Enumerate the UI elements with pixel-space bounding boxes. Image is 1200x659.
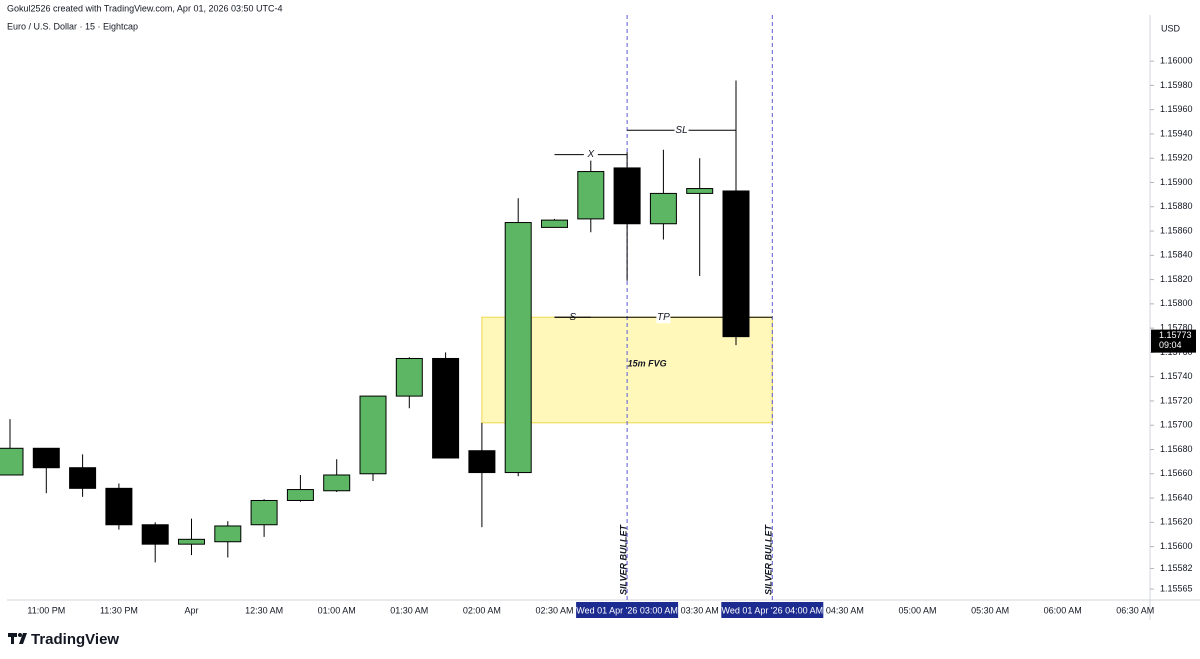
candle-body [250, 499, 278, 526]
x-tick-label: 11:00 PM [27, 605, 65, 615]
candle-body [69, 467, 97, 489]
candle-body [577, 171, 605, 220]
y-tick-label: 1.15565 [1160, 583, 1193, 593]
candle-body [468, 450, 496, 474]
x-tick-label: 05:00 AM [898, 605, 936, 615]
y-tick-label: 1.15600 [1160, 541, 1193, 551]
last-price-label: 1.15773 [1159, 330, 1192, 340]
y-tick-label: 1.15880 [1160, 201, 1193, 211]
annotation-label: TP [657, 312, 670, 323]
y-tick-label: 1.15740 [1160, 371, 1193, 381]
y-tick-label: 1.15720 [1160, 395, 1193, 405]
countdown-label: 09:04 [1159, 340, 1182, 350]
time-highlight [576, 602, 679, 618]
candle-body [395, 357, 423, 397]
candle-body [105, 487, 133, 526]
last-price-box [1151, 329, 1196, 353]
y-tick-label: 1.15780 [1160, 323, 1193, 333]
candle-body [141, 524, 169, 545]
y-tick-label: 1.15860 [1160, 225, 1193, 235]
candle-body [432, 357, 460, 459]
time-highlight [721, 602, 824, 618]
candle-body [686, 188, 714, 194]
annotation-label-bg [674, 124, 689, 137]
x-tick-label: 05:30 AM [971, 605, 1009, 615]
x-tick-label: 06:00 AM [1044, 605, 1082, 615]
y-tick-label: 1.15960 [1160, 104, 1193, 114]
y-tick-label: 1.15900 [1160, 177, 1193, 187]
candle-body [178, 538, 205, 545]
currency: USD [1161, 23, 1181, 33]
x-tick-label: 02:00 AM [463, 605, 501, 615]
candle-body [722, 190, 750, 338]
candle-body [214, 525, 242, 543]
annotation-label: SL [675, 125, 687, 136]
candle-body [359, 395, 387, 475]
y-tick-label: 1.15640 [1160, 492, 1193, 502]
x-tick-label: 06:30 AM [1116, 605, 1154, 615]
annotation-label-bg [583, 148, 598, 161]
y-tick-label: 1.15620 [1160, 517, 1193, 527]
time-label-highlighted: Wed 01 Apr '26 04:00 AM [721, 605, 823, 615]
candle-body [541, 219, 568, 228]
x-tick-label: 12:30 AM [245, 605, 283, 615]
y-tick-label: 1.15820 [1160, 274, 1193, 284]
x-tick-label: 01:30 AM [390, 605, 428, 615]
logo-mark [18, 633, 22, 637]
logo-mark [19, 633, 27, 644]
y-tick-label: 1.15700 [1160, 420, 1193, 430]
x-tick-label: 01:00 AM [318, 605, 356, 615]
candle-body [649, 192, 677, 225]
y-tick-label: 1.16000 [1160, 55, 1193, 65]
x-tick-label: Apr [184, 605, 198, 615]
y-tick-label: 1.15800 [1160, 298, 1193, 308]
candle-body [613, 167, 641, 225]
candle-body [0, 447, 24, 476]
annotation-label-bg [656, 311, 671, 324]
symbol-title: Euro / U.S. Dollar · 15 · Eightcap [7, 21, 138, 31]
x-tick-label: 04:30 AM [826, 605, 864, 615]
x-tick-label: 03:30 AM [681, 605, 719, 615]
annotation-label: X [586, 149, 594, 160]
y-tick-label: 1.15582 [1160, 563, 1193, 573]
zone-label: 15m FVG [628, 358, 667, 368]
candle-body [286, 489, 314, 501]
session-label: SILVER BULLET [618, 524, 628, 596]
logo: TradingView [8, 631, 119, 648]
y-tick-label: 1.15940 [1160, 128, 1193, 138]
y-tick-label: 1.15980 [1160, 80, 1193, 90]
time-label-highlighted: Wed 01 Apr '26 03:00 AM [576, 605, 678, 615]
candle-body [323, 474, 351, 492]
candle-body [504, 222, 532, 474]
credit: Gokul2526 created with TradingView.com, … [7, 3, 283, 13]
y-tick-label: 1.15660 [1160, 468, 1193, 478]
candle-body [32, 447, 60, 469]
x-tick-label: 02:30 AM [535, 605, 573, 615]
logo-mark [11, 633, 14, 644]
y-tick-label: 1.15920 [1160, 153, 1193, 163]
session-label: SILVER BULLET [764, 524, 774, 596]
y-tick-label: 1.15680 [1160, 444, 1193, 454]
y-tick-label: 1.15840 [1160, 250, 1193, 260]
logo-text: TradingView [31, 631, 119, 648]
annotation-label: S [569, 312, 576, 323]
x-tick-label: 11:30 PM [100, 605, 138, 615]
